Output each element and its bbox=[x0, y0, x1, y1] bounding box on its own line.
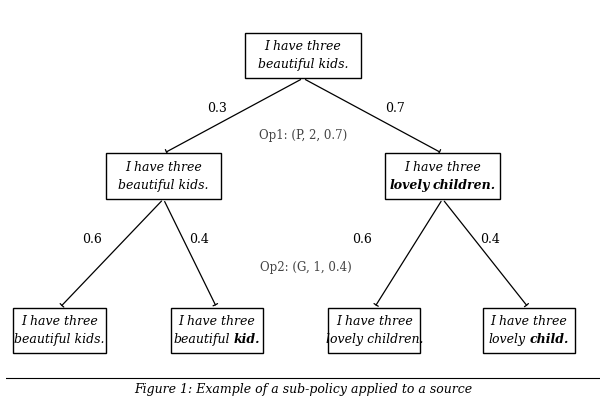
Text: 0.3: 0.3 bbox=[207, 103, 227, 116]
FancyBboxPatch shape bbox=[13, 308, 105, 354]
Text: Op1: (P, 2, 0.7): Op1: (P, 2, 0.7) bbox=[259, 129, 347, 142]
Text: Figure 1: Example of a sub-policy applied to a source: Figure 1: Example of a sub-policy applie… bbox=[134, 383, 472, 396]
Text: beautiful kids.: beautiful kids. bbox=[15, 333, 105, 346]
Text: lovely children.: lovely children. bbox=[325, 333, 423, 346]
Text: 0.4: 0.4 bbox=[189, 233, 209, 246]
Text: I have three: I have three bbox=[179, 315, 255, 328]
Text: 0.6: 0.6 bbox=[82, 233, 102, 246]
Text: lovely: lovely bbox=[390, 179, 430, 192]
FancyBboxPatch shape bbox=[328, 308, 421, 354]
Text: 0.4: 0.4 bbox=[480, 233, 500, 246]
Text: I have three: I have three bbox=[336, 315, 413, 328]
Text: I have three: I have three bbox=[125, 161, 202, 174]
Text: kid.: kid. bbox=[233, 333, 260, 346]
FancyBboxPatch shape bbox=[171, 308, 263, 354]
Text: beautiful: beautiful bbox=[174, 333, 230, 346]
Text: I have three: I have three bbox=[21, 315, 98, 328]
FancyBboxPatch shape bbox=[482, 308, 574, 354]
Text: I have three: I have three bbox=[265, 40, 341, 53]
Text: lovely: lovely bbox=[489, 333, 526, 346]
Text: beautiful kids.: beautiful kids. bbox=[258, 58, 348, 71]
Text: beautiful kids.: beautiful kids. bbox=[118, 179, 208, 192]
Text: children.: children. bbox=[433, 179, 496, 192]
Text: Op2: (G, 1, 0.4): Op2: (G, 1, 0.4) bbox=[260, 261, 352, 274]
Text: 0.7: 0.7 bbox=[385, 103, 405, 116]
Text: child.: child. bbox=[529, 333, 568, 346]
FancyBboxPatch shape bbox=[245, 33, 361, 78]
Text: 0.6: 0.6 bbox=[353, 233, 372, 246]
Text: I have three: I have three bbox=[490, 315, 567, 328]
Text: I have three: I have three bbox=[404, 161, 481, 174]
FancyBboxPatch shape bbox=[385, 154, 501, 199]
FancyBboxPatch shape bbox=[105, 154, 221, 199]
